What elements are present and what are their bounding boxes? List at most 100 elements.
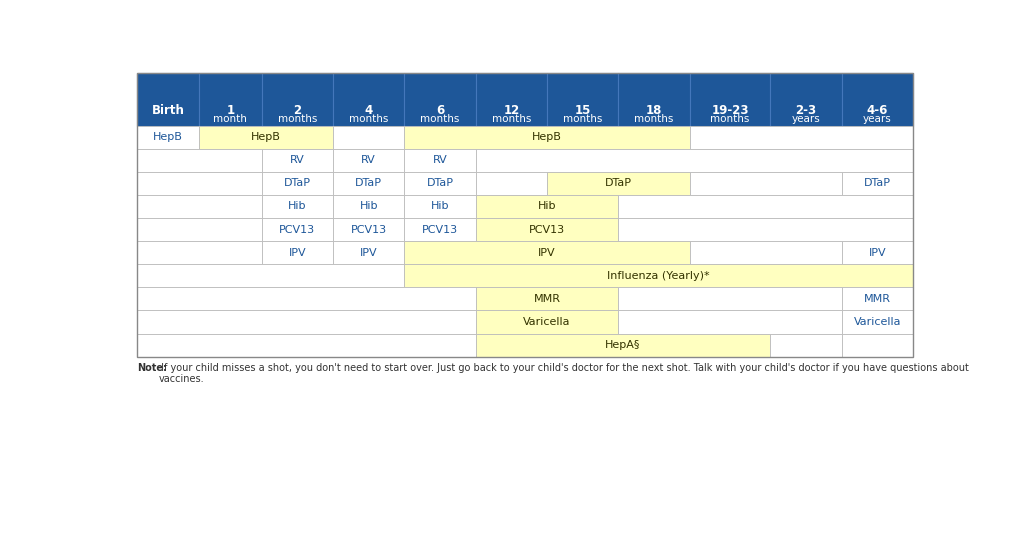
Bar <box>137 126 200 149</box>
Text: HepB: HepB <box>153 132 183 142</box>
Text: MMR: MMR <box>863 294 891 304</box>
Bar <box>404 241 690 264</box>
Bar <box>137 195 261 218</box>
Bar <box>333 241 404 264</box>
Text: Influenza (Yearly)*: Influenza (Yearly)* <box>607 271 710 281</box>
Text: PCV13: PCV13 <box>422 225 458 235</box>
Bar <box>261 241 333 264</box>
Bar <box>137 73 200 126</box>
Text: MMR: MMR <box>534 294 560 304</box>
Text: 6: 6 <box>436 105 444 117</box>
Bar <box>547 73 618 126</box>
Bar <box>261 218 333 241</box>
Bar <box>333 195 404 218</box>
Text: Birth: Birth <box>152 105 184 117</box>
Bar <box>200 126 333 149</box>
Bar <box>842 73 912 126</box>
Text: years: years <box>792 115 820 124</box>
Text: IPV: IPV <box>868 248 886 258</box>
Text: Varicella: Varicella <box>523 317 570 327</box>
Bar <box>476 172 547 195</box>
Text: DTaP: DTaP <box>427 178 454 188</box>
Text: months: months <box>349 115 388 124</box>
Bar <box>476 287 618 310</box>
Bar <box>842 287 912 310</box>
Text: years: years <box>863 115 892 124</box>
Bar <box>404 172 476 195</box>
Text: 1: 1 <box>226 105 234 117</box>
Bar <box>770 334 842 357</box>
Text: Hib: Hib <box>431 201 450 211</box>
Bar <box>476 195 618 218</box>
Bar <box>618 310 842 334</box>
Bar <box>137 218 261 241</box>
Text: DTaP: DTaP <box>863 178 891 188</box>
Text: RV: RV <box>361 155 376 165</box>
Text: 15: 15 <box>574 105 591 117</box>
Text: DTaP: DTaP <box>284 178 311 188</box>
Bar <box>476 149 912 172</box>
Bar <box>618 218 912 241</box>
Bar <box>618 195 912 218</box>
Text: 18: 18 <box>646 105 663 117</box>
Bar <box>137 241 261 264</box>
Bar <box>333 149 404 172</box>
Text: PCV13: PCV13 <box>350 225 387 235</box>
Bar <box>842 334 912 357</box>
Text: PCV13: PCV13 <box>529 225 565 235</box>
Bar <box>404 126 690 149</box>
Bar <box>690 172 842 195</box>
Bar <box>333 126 404 149</box>
Text: DTaP: DTaP <box>605 178 632 188</box>
Text: RV: RV <box>433 155 447 165</box>
Text: 2: 2 <box>293 105 301 117</box>
Text: 19-23: 19-23 <box>712 105 749 117</box>
Text: 4-6: 4-6 <box>866 105 888 117</box>
Bar <box>476 73 547 126</box>
Text: IPV: IPV <box>539 248 556 258</box>
Bar <box>618 287 842 310</box>
Text: IPV: IPV <box>289 248 306 258</box>
Bar <box>842 241 912 264</box>
Bar <box>476 218 618 241</box>
Bar <box>333 218 404 241</box>
Bar <box>476 310 618 334</box>
Bar <box>842 310 912 334</box>
Bar <box>137 310 476 334</box>
Bar <box>404 264 912 287</box>
Bar <box>690 73 770 126</box>
Text: Varicella: Varicella <box>853 317 901 327</box>
Text: months: months <box>421 115 460 124</box>
Bar <box>137 172 261 195</box>
Text: If your child misses a shot, you don't need to start over. Just go back to your : If your child misses a shot, you don't n… <box>159 363 969 385</box>
Bar <box>618 73 690 126</box>
Text: IPV: IPV <box>359 248 378 258</box>
Text: Hib: Hib <box>288 201 306 211</box>
Bar <box>476 334 770 357</box>
Text: HepB: HepB <box>251 132 281 142</box>
Text: 4: 4 <box>365 105 373 117</box>
Bar <box>333 172 404 195</box>
Text: months: months <box>711 115 750 124</box>
Text: months: months <box>492 115 531 124</box>
Text: 12: 12 <box>503 105 519 117</box>
Bar <box>261 172 333 195</box>
Bar <box>261 73 333 126</box>
Bar <box>333 73 404 126</box>
Bar <box>404 73 476 126</box>
Text: Hib: Hib <box>359 201 378 211</box>
Bar <box>261 195 333 218</box>
Text: 2-3: 2-3 <box>796 105 816 117</box>
Text: months: months <box>635 115 674 124</box>
Bar <box>690 241 842 264</box>
Text: months: months <box>278 115 317 124</box>
Bar <box>404 218 476 241</box>
Text: month: month <box>213 115 248 124</box>
Bar <box>137 287 476 310</box>
Bar <box>137 264 404 287</box>
Bar <box>404 195 476 218</box>
Bar <box>690 126 912 149</box>
Text: RV: RV <box>290 155 305 165</box>
Bar <box>404 149 476 172</box>
Text: Note:: Note: <box>137 363 167 373</box>
